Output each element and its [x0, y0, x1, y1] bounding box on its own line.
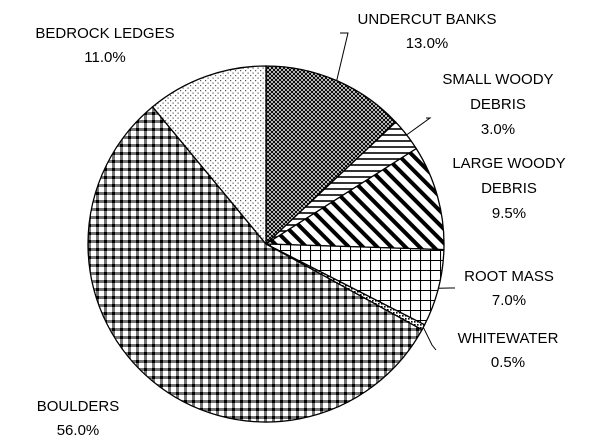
- value-large-woody-debris: 9.5%: [492, 205, 526, 222]
- label-bedrock-ledges: BEDROCK LEDGES: [35, 25, 174, 42]
- label-boulders: BOULDERS: [37, 398, 120, 415]
- value-bedrock-ledges: 11.0%: [84, 49, 125, 66]
- value-boulders: 56.0%: [57, 422, 100, 439]
- value-small-woody-debris: 3.0%: [481, 121, 515, 138]
- value-undercut-banks: 13.0%: [406, 35, 449, 52]
- value-whitewater: 0.5%: [491, 354, 525, 371]
- label-whitewater: WHITEWATER: [458, 330, 559, 347]
- label-undercut-banks: UNDERCUT BANKS: [358, 11, 497, 28]
- label-large-woody-debris-2: DEBRIS: [481, 180, 537, 197]
- value-root-mass: 7.0%: [492, 292, 526, 309]
- label-large-woody-debris-1: LARGE WOODY: [452, 155, 565, 172]
- leader-line-small-woody-debris: [407, 118, 430, 135]
- label-small-woody-debris-1: SMALL WOODY: [442, 71, 553, 88]
- leader-line-whitewater: [423, 327, 436, 350]
- leader-line-undercut-banks: [337, 33, 348, 81]
- label-small-woody-debris-2: DEBRIS: [470, 96, 526, 113]
- label-root-mass: ROOT MASS: [464, 268, 554, 285]
- pie-slices: [88, 66, 444, 422]
